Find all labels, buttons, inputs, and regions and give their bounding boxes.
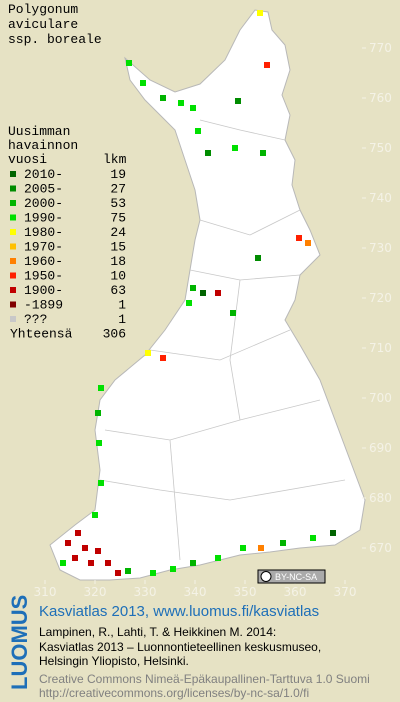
legend-swatch: [10, 200, 16, 206]
legend-label: 1970-: [24, 240, 63, 255]
legend-count: 10: [110, 269, 126, 284]
legend-count: 1: [118, 312, 126, 327]
legend-heading: havainnon: [8, 138, 78, 153]
legend-label: 1960-: [24, 254, 63, 269]
y-tick-label: 680: [369, 491, 392, 505]
legend-swatch: [10, 258, 16, 264]
x-tick-label: 360: [284, 585, 307, 599]
citation: Kasviatlas 2013 – Luonnontieteellinen ke…: [39, 640, 321, 654]
x-tick-label: 320: [84, 585, 107, 599]
legend-swatch: [10, 243, 16, 250]
legend-label: 1900-: [24, 283, 63, 298]
legend-count: 15: [110, 240, 126, 255]
legend-label: 1950-: [24, 269, 63, 284]
legend-swatch: [10, 301, 16, 308]
title-line: Polygonum: [8, 2, 78, 17]
y-tick-label: 670: [369, 541, 392, 555]
x-tick-label: 310: [34, 585, 57, 599]
count-heading: lkm: [103, 152, 127, 167]
grid-ticks: 770 760 750 740 730 720 710 700 690 680 670 310 320 3…: [34, 41, 392, 599]
x-tick-label: 330: [134, 585, 157, 599]
link[interactable]: Kasviatlas 2013, www.luomus.fi/kasviatla…: [39, 603, 319, 620]
legend-count: 63: [110, 283, 126, 298]
legend-count: 18: [110, 254, 126, 269]
legend-heading: vuosi: [8, 152, 47, 167]
logo: LUOMUS: [7, 595, 32, 690]
footer: LUOMUS Kasviatlas 2013, www.luomus.fi/ka…: [7, 595, 370, 700]
y-tick-label: 690: [369, 441, 392, 455]
legend-label: -1899: [24, 298, 63, 313]
y-tick-label: 710: [369, 341, 392, 355]
total-count: 306: [103, 327, 126, 342]
x-tick-label: 350: [234, 585, 257, 599]
finland-outline: [49, 9, 366, 581]
map: 770 760 750 740 730 720 710 700 690 680 670 310 320 3…: [34, 9, 392, 599]
legend: Uusimman havainnon vuosi lkm 2010- 19 2005…: [8, 124, 127, 342]
legend-swatch: [10, 185, 16, 192]
legend-count: 1: [118, 298, 126, 313]
legend-count: 75: [110, 211, 126, 226]
legend-count: 24: [110, 225, 126, 240]
license: Creative Commons Nimeä-Epäkaupallinen-Ta…: [39, 672, 370, 686]
legend-swatch: [10, 214, 16, 221]
title-line: ssp. boreale: [8, 32, 102, 47]
citation: Lampinen, R., Lahti, T. & Heikkinen M. 2…: [39, 625, 276, 639]
y-tick-label: 720: [369, 291, 392, 305]
x-tick-label: 340: [184, 585, 207, 599]
y-tick-label: 760: [369, 91, 392, 105]
license: http://creativecommons.org/licenses/by-n…: [39, 686, 309, 700]
legend-swatch: [10, 287, 16, 293]
legend-label: ???: [24, 312, 47, 327]
legend-swatch: [10, 272, 16, 279]
x-tick-label: 370: [334, 585, 357, 599]
y-tick-label: 730: [369, 241, 392, 255]
y-tick-label: 740: [369, 191, 392, 205]
y-tick-label: 700: [369, 391, 392, 405]
legend-swatch: [10, 316, 16, 322]
legend-swatch: [10, 171, 16, 177]
title: Polygonum aviculare ssp. boreale: [8, 2, 102, 47]
total-label: Yhteensä: [10, 327, 73, 342]
y-tick-label: 770: [369, 41, 392, 55]
legend-label: 1990-: [24, 211, 63, 226]
legend-label: 2000-: [24, 196, 63, 211]
cc-badge: BY-NC-SA: [257, 569, 326, 584]
legend-label: 1980-: [24, 225, 63, 240]
observation-squares: [60, 10, 336, 576]
badge-text: BY-NC-SA: [275, 572, 317, 582]
legend-swatch: [10, 229, 16, 235]
legend-label: 2010-: [24, 167, 63, 182]
legend-count: 19: [110, 167, 126, 182]
legend-count: 27: [110, 182, 126, 197]
region-borders: [99, 119, 346, 561]
y-tick-label: 750: [369, 141, 392, 155]
legend-label: 2005-: [24, 182, 63, 197]
legend-count: 53: [110, 196, 126, 211]
citation: Helsingin Yliopisto, Helsinki.: [39, 654, 189, 668]
title-line: aviculare: [8, 17, 78, 32]
legend-heading: Uusimman: [8, 124, 70, 139]
